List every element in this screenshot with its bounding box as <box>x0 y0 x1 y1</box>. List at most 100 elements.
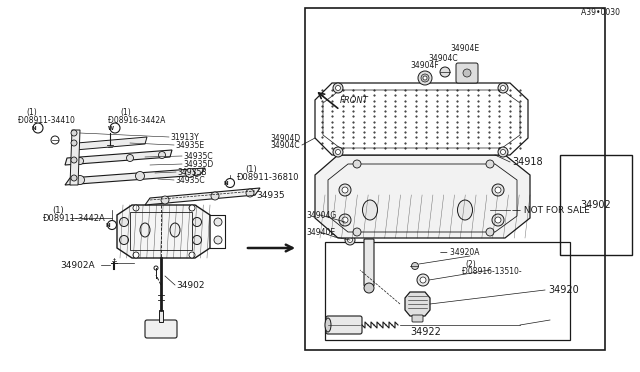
Circle shape <box>348 237 353 243</box>
Circle shape <box>500 86 506 90</box>
Circle shape <box>339 214 351 226</box>
Text: A3 9•0030: A3 9•0030 <box>581 7 620 16</box>
Bar <box>130 212 192 250</box>
Text: (1): (1) <box>245 164 257 173</box>
Polygon shape <box>315 83 528 155</box>
Text: Ð08911-36810: Ð08911-36810 <box>237 173 300 182</box>
Circle shape <box>342 217 348 223</box>
Text: 34918: 34918 <box>512 157 543 167</box>
Text: (1): (1) <box>52 205 64 215</box>
Circle shape <box>214 236 222 244</box>
Text: 34922: 34922 <box>410 327 441 337</box>
Text: 34940E: 34940E <box>306 228 335 237</box>
Circle shape <box>335 86 340 90</box>
FancyBboxPatch shape <box>326 316 362 334</box>
Text: 34935B: 34935B <box>177 167 207 176</box>
Circle shape <box>77 157 83 164</box>
Polygon shape <box>405 292 430 316</box>
Circle shape <box>440 67 450 77</box>
Circle shape <box>51 136 59 144</box>
Circle shape <box>421 74 429 82</box>
Text: 34902: 34902 <box>176 280 205 289</box>
Circle shape <box>193 235 202 244</box>
Polygon shape <box>117 205 210 258</box>
Circle shape <box>189 205 195 211</box>
Circle shape <box>333 83 343 93</box>
Text: FRONT: FRONT <box>340 96 369 105</box>
Circle shape <box>423 76 427 80</box>
Text: N: N <box>32 125 36 131</box>
Bar <box>325 242 570 340</box>
Text: 34904G: 34904G <box>306 211 336 219</box>
Text: N: N <box>224 180 228 186</box>
Circle shape <box>71 130 77 136</box>
Circle shape <box>364 283 374 293</box>
Text: 34902A: 34902A <box>60 260 95 269</box>
Ellipse shape <box>458 200 472 220</box>
Ellipse shape <box>362 200 378 220</box>
Text: Ð08916-3442A: Ð08916-3442A <box>108 115 165 125</box>
Circle shape <box>161 196 169 204</box>
Text: — NOT FOR SALE: — NOT FOR SALE <box>512 205 589 215</box>
Circle shape <box>108 221 116 230</box>
Text: (1): (1) <box>120 108 131 116</box>
Circle shape <box>418 71 432 85</box>
Text: 34935E: 34935E <box>175 141 204 150</box>
Polygon shape <box>315 155 530 238</box>
Bar <box>560 155 632 255</box>
Circle shape <box>335 150 340 154</box>
Circle shape <box>127 154 134 161</box>
Ellipse shape <box>325 318 331 332</box>
Circle shape <box>342 187 348 193</box>
Text: 34904C: 34904C <box>428 54 458 62</box>
Circle shape <box>339 184 351 196</box>
Polygon shape <box>145 188 260 205</box>
Text: — 34920A: — 34920A <box>440 247 479 257</box>
Circle shape <box>71 140 77 146</box>
FancyBboxPatch shape <box>456 63 478 83</box>
Circle shape <box>498 147 508 157</box>
Circle shape <box>345 235 355 245</box>
Circle shape <box>136 171 145 180</box>
Circle shape <box>225 179 234 187</box>
Circle shape <box>353 160 361 168</box>
Text: 34920: 34920 <box>548 285 579 295</box>
Circle shape <box>189 252 195 258</box>
FancyBboxPatch shape <box>145 320 177 338</box>
Text: Ð08916-13510-: Ð08916-13510- <box>462 267 522 276</box>
Circle shape <box>495 217 501 223</box>
Text: N: N <box>106 222 110 228</box>
Text: W: W <box>108 125 114 131</box>
Bar <box>159 310 163 322</box>
Circle shape <box>159 151 166 158</box>
Text: 34904F: 34904F <box>410 61 439 70</box>
Circle shape <box>120 235 129 244</box>
Polygon shape <box>75 137 147 150</box>
Circle shape <box>120 218 129 227</box>
Text: Ð08911-34410: Ð08911-34410 <box>18 115 75 125</box>
Text: 34904C: 34904C <box>270 141 300 150</box>
Polygon shape <box>65 168 205 185</box>
Circle shape <box>186 169 195 177</box>
Circle shape <box>417 274 429 286</box>
Ellipse shape <box>170 223 180 237</box>
Text: 34904D: 34904D <box>270 134 300 142</box>
Circle shape <box>492 214 504 226</box>
Circle shape <box>71 175 77 181</box>
Circle shape <box>333 147 343 157</box>
Text: 34935: 34935 <box>256 190 285 199</box>
Ellipse shape <box>140 223 150 237</box>
Circle shape <box>33 123 43 133</box>
Circle shape <box>495 187 501 193</box>
Circle shape <box>353 228 361 236</box>
Bar <box>305 8 605 350</box>
Circle shape <box>71 157 77 163</box>
Text: 34935D: 34935D <box>183 160 213 169</box>
Polygon shape <box>70 130 80 185</box>
Text: 31913Y: 31913Y <box>170 132 199 141</box>
Text: 34935C: 34935C <box>175 176 205 185</box>
Circle shape <box>211 192 219 200</box>
Circle shape <box>500 150 506 154</box>
Circle shape <box>246 189 254 197</box>
Circle shape <box>486 228 494 236</box>
